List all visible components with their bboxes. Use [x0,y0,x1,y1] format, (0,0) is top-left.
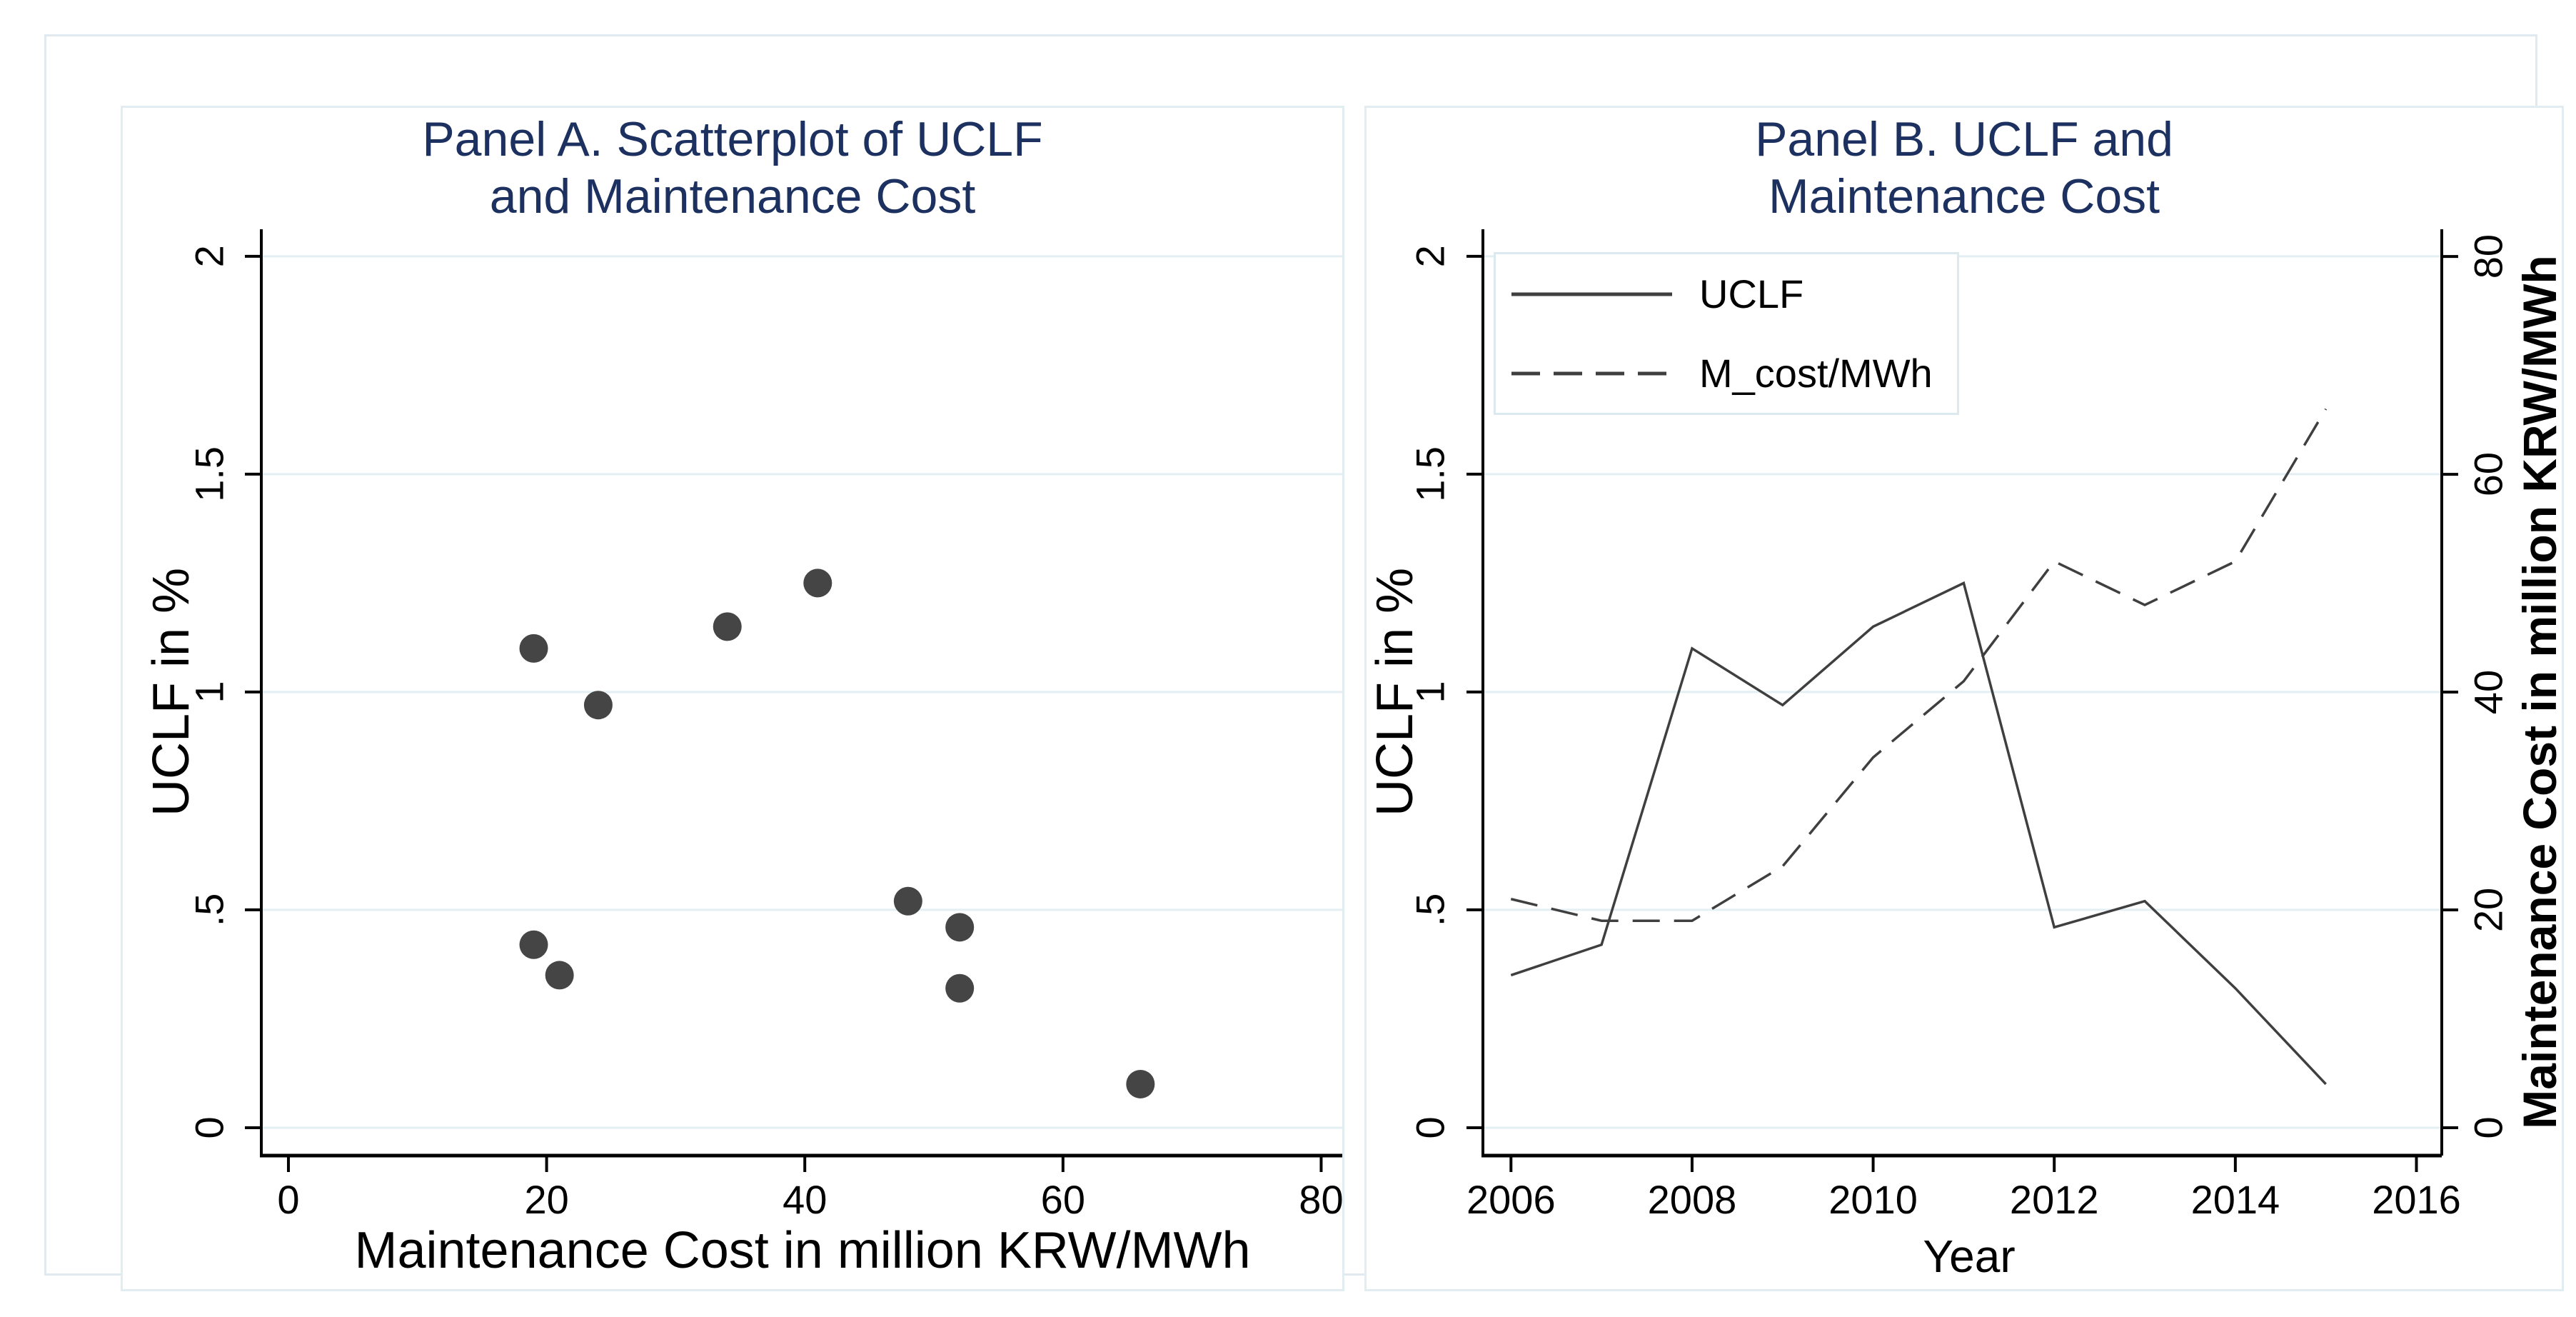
right-y-tick-label: 20 [2466,888,2511,932]
y-tick-label: .5 [187,893,232,927]
x-tick-label: 2010 [1828,1177,1918,1222]
legend-row-mcost: M_cost/MWh [1496,334,1957,413]
x-tick-label: 2008 [1648,1177,1737,1222]
x-tick-label: 2014 [2191,1177,2280,1222]
panel-a-x-axis-title: Maintenance Cost in million KRW/MWh [354,1222,1251,1279]
scatter-point [583,691,613,720]
right-y-tick-label: 80 [2466,234,2511,279]
panel-a-title-line1: Panel A. Scatterplot of UCLF [422,112,1043,166]
scatter-point [519,634,548,663]
scatter-point [893,886,922,916]
legend-row-uclf: UCLF [1496,254,1957,334]
y-tick-label: 0 [187,1116,232,1138]
x-tick-label: 0 [277,1177,299,1222]
scatter-point [713,612,742,641]
legend-label-uclf: UCLF [1699,271,1804,316]
x-tick-label: 40 [783,1177,827,1222]
figure-frame: Panel A. Scatterplot of UCLF and Mainten… [44,34,2566,1291]
scatter-point [519,930,548,959]
panel-a: Panel A. Scatterplot of UCLF and Mainten… [121,106,1344,1291]
panel-b-x-axis-title: Year [1923,1231,2016,1282]
scatter-point [1126,1069,1155,1098]
panel-a-title-line2: and Maintenance Cost [489,169,976,224]
left-y-tick-label: 1.5 [1408,446,1453,502]
series-line-m-cost-mwh [1510,408,2328,923]
panel-a-title: Panel A. Scatterplot of UCLF and Mainten… [123,111,1342,225]
x-tick-label: 2016 [2372,1177,2461,1222]
scatter-point [945,913,975,942]
left-y-tick-label: .5 [1408,893,1453,927]
panel-b-title-line1: Panel B. UCLF and [1755,112,2173,166]
scatter-point [945,973,975,1003]
panel-b-left-y-axis-title: UCLF in % [1367,567,1424,817]
panel-b-title-line2: Maintenance Cost [1768,169,2160,224]
y-tick-label: 1 [187,681,232,703]
x-tick-label: 2012 [2010,1177,2099,1222]
legend-uclf-line-sample [1511,292,1672,296]
left-y-tick-label: 2 [1408,245,1453,267]
panel-a-y-axis-title: UCLF in % [143,567,200,817]
panel-b-title: Panel B. UCLF and Maintenance Cost [1367,111,2562,225]
legend: UCLF M_cost/MWh [1494,252,1959,415]
panel-a-plot: 0.511.520 20 40 60 80 [187,229,1342,1222]
panel-b: Panel B. UCLF and Maintenance Cost UCLF … [1364,106,2566,1291]
scatter-point [803,569,832,598]
right-y-tick-label: 40 [2466,670,2511,714]
left-y-tick-label: 0 [1408,1116,1453,1138]
right-y-tick-label: 60 [2466,452,2511,496]
y-tick-label: 1.5 [187,446,232,502]
left-y-tick-label: 1 [1408,681,1453,703]
legend-mcost-line-sample [1511,371,1672,375]
panel-b-right-y-axis-title: Maintenance Cost in million KRW/MWh [2513,255,2566,1129]
x-tick-label: 20 [524,1177,568,1222]
right-y-tick-label: 0 [2466,1116,2511,1138]
y-tick-label: 2 [187,245,232,267]
x-tick-label: 60 [1041,1177,1085,1222]
legend-label-mcost: M_cost/MWh [1699,351,1933,396]
series-line-uclf [1510,581,2327,1086]
scatter-point [545,961,574,990]
x-tick-label: 2006 [1466,1177,1556,1222]
x-tick-label: 80 [1299,1177,1342,1222]
